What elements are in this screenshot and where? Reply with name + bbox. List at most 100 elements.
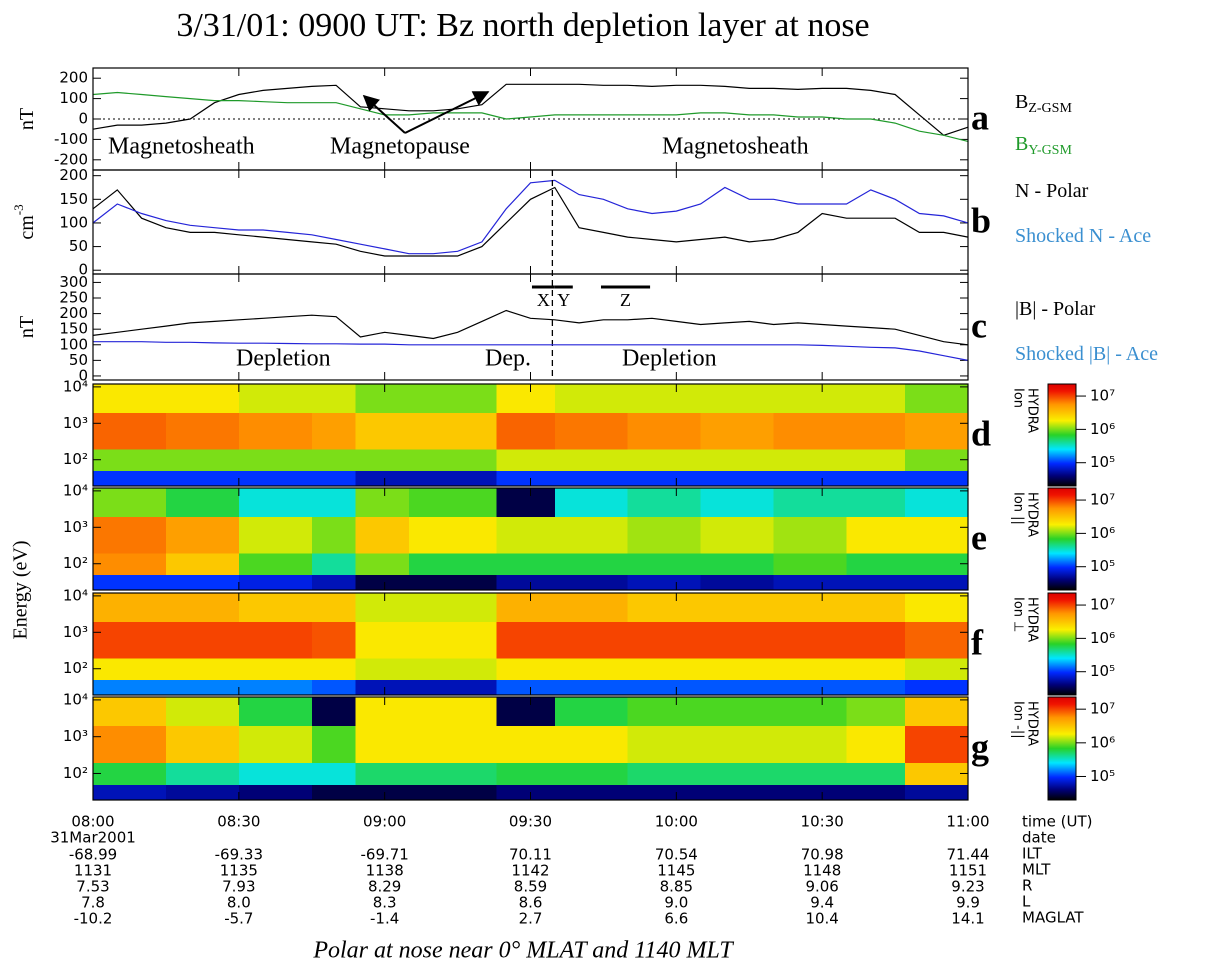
heatmap-cell: [846, 784, 906, 801]
heatmap-cell: [93, 552, 167, 576]
annotation: Depletion: [236, 346, 331, 372]
heatmap-cell: [311, 697, 356, 727]
heatmap-cell: [93, 679, 167, 696]
heatmap-cell: [700, 412, 775, 450]
heatmap-cell: [457, 593, 497, 622]
heatmap-cell: [496, 488, 556, 517]
ephemeris-value: 7.53: [76, 878, 109, 896]
heatmap-cell: [238, 784, 313, 801]
heatmap-cell: [93, 657, 167, 681]
colorbar-label: HYDRA: [1025, 701, 1040, 746]
ephemeris-value: 9.9: [956, 894, 980, 912]
heatmap-cell: [846, 448, 906, 472]
heatmap-cell: [311, 412, 356, 450]
heatmap-cell: [311, 574, 356, 591]
heatmap-cell: [700, 384, 775, 413]
panel-letter: d: [971, 413, 991, 453]
colorbar-tick-label: 10⁵: [1090, 767, 1115, 785]
y-tick-label: 150: [59, 320, 88, 338]
heatmap-cell: [627, 679, 702, 696]
heatmap-cell: [554, 784, 629, 801]
heatmap-cell: [408, 412, 459, 450]
annotation-arrow: [362, 94, 406, 134]
y-tick-label: 200: [59, 166, 88, 184]
heatmap-cell: [846, 412, 906, 450]
heatmap-cell: [408, 488, 459, 517]
heatmap-cell: [355, 725, 410, 763]
legend-entry: BY-GSM: [1015, 133, 1072, 159]
heatmap-cell: [627, 574, 702, 591]
legend-subscript: Z-GSM: [1028, 101, 1072, 116]
heatmap-cell: [496, 679, 556, 696]
heatmap-cell: [165, 697, 240, 727]
heatmap-cell: [700, 574, 775, 591]
heatmap-cell: [773, 448, 847, 472]
heatmap-cell: [311, 384, 356, 413]
heatmap-cell: [457, 762, 497, 786]
x-tick-label: 08:30: [217, 813, 260, 831]
series-line: [93, 341, 969, 361]
ephemeris-value: 6.6: [664, 910, 688, 928]
heatmap-cell: [457, 574, 497, 591]
heatmap-cell: [904, 516, 969, 554]
heatmap-cell: [238, 725, 313, 763]
ephemeris-value: 1138: [366, 862, 404, 880]
ephemeris-value: 8.59: [514, 878, 547, 896]
colorbar-tick-label: 10⁵: [1090, 453, 1115, 471]
ephemeris-value: 8.85: [660, 878, 693, 896]
heatmap-cell: [773, 725, 847, 763]
y-tick-label: 10³: [63, 414, 88, 432]
y-tick-label: 300: [59, 273, 88, 291]
heatmap-cell: [773, 412, 847, 450]
heatmap-cell: [773, 697, 847, 727]
colorbar: [1047, 383, 1077, 487]
heatmap-cell: [311, 488, 356, 517]
ephemeris-value: 1131: [74, 862, 112, 880]
heatmap-cell: [904, 621, 969, 659]
ephemeris-row-label: ILT: [1022, 845, 1043, 863]
ephemeris-value: 2.7: [519, 910, 543, 928]
heatmap-cell: [846, 762, 906, 786]
ephemeris-value: 9.4: [810, 894, 834, 912]
heatmap-cell: [904, 593, 969, 622]
heatmap-cell: [165, 657, 240, 681]
heatmap-cell: [627, 725, 702, 763]
heatmap-cell: [496, 657, 556, 681]
y-tick-label: 10²: [63, 764, 88, 782]
heatmap-cell: [700, 679, 775, 696]
ephemeris-value: 71.44: [947, 846, 990, 864]
ephemeris-value: -1.4: [370, 910, 399, 928]
ephemeris-value: 1148: [803, 862, 841, 880]
y-tick-label: 0: [78, 261, 88, 279]
heatmap-cell: [627, 552, 702, 576]
y-tick-label: 250: [59, 289, 88, 307]
heatmap-cell: [93, 470, 167, 487]
ephemeris-value: 7.8: [81, 894, 105, 912]
legend-name: N - Polar: [1015, 180, 1089, 202]
heatmap-cell: [496, 762, 556, 786]
heatmap-cell: [238, 679, 313, 696]
x-tick-label: 11:00: [946, 813, 989, 831]
colorbar-tick-label: 10⁵: [1090, 557, 1115, 575]
interval-label: X: [537, 290, 550, 310]
ephemeris-value: 70.11: [509, 846, 552, 864]
heatmap-cell: [93, 488, 167, 517]
y-tick-label: 10⁴: [63, 377, 88, 395]
heatmap-cell: [773, 657, 847, 681]
heatmap-cell: [238, 593, 313, 622]
heatmap-cell: [554, 697, 629, 727]
legend-name: Shocked |B| - Ace: [1015, 343, 1158, 365]
heatmap-cell: [496, 516, 556, 554]
heatmap-cell: [355, 412, 410, 450]
heatmap-cell: [496, 552, 556, 576]
heatmap-cell: [700, 762, 775, 786]
colorbar-tick-label: 10⁶: [1090, 733, 1115, 751]
heatmap-cell: [627, 470, 702, 487]
heatmap-cell: [773, 488, 847, 517]
heatmap-cell: [238, 657, 313, 681]
panel-letter: a: [971, 97, 989, 137]
footer-caption: Polar at nose near 0° MLAT and 1140 MLT: [312, 938, 734, 964]
x-tick-label: 10:30: [801, 813, 844, 831]
heatmap-cell: [457, 384, 497, 413]
